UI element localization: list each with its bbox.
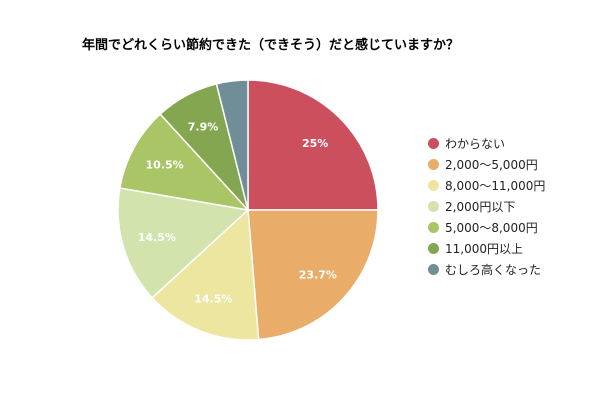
pie-slice-label-4: 14.5% [138, 231, 176, 244]
legend-label: 5,000〜8,000円 [445, 221, 538, 235]
pie-slices [117, 79, 379, 341]
legend-item-5: 5,000〜8,000円 [428, 217, 545, 238]
pie-slice-label-1: 25% [302, 137, 328, 150]
legend-label: 2,000円以下 [445, 200, 516, 214]
legend-item-1: わからない [428, 133, 545, 154]
pie-slice-5 [118, 113, 251, 212]
legend-swatch [428, 138, 439, 149]
legend-swatch [428, 180, 439, 191]
legend-label: むしろ高くなった [445, 263, 542, 277]
pie-slice-3 [151, 208, 260, 341]
legend-label: 2,000〜5,000円 [445, 158, 538, 172]
legend: わからない 2,000〜5,000円 8,000〜11,000円 2,000円以下 5,… [428, 133, 545, 280]
pie-slice-4 [117, 187, 250, 299]
legend-label: わからない [445, 137, 506, 151]
legend-item-3: 8,000〜11,000円 [428, 175, 545, 196]
pie-slice-1 [247, 79, 379, 211]
legend-swatch [428, 201, 439, 212]
pie-slice-label-3: 14.5% [194, 292, 232, 305]
chart-title: 年間でどれくらい節約できた（できそう）だと感じていますか？ [82, 38, 460, 53]
pie-slice-7 [215, 79, 249, 211]
legend-label: 8,000〜11,000円 [445, 179, 546, 193]
pie-slice-label-2: 23.7% [299, 268, 337, 281]
legend-item-2: 2,000〜5,000円 [428, 154, 545, 175]
pie-slice-label-6: 7.9% [188, 120, 219, 133]
legend-swatch [428, 222, 439, 233]
legend-swatch [428, 243, 439, 254]
legend-item-7: むしろ高くなった [428, 259, 545, 280]
legend-item-6: 11,000円以上 [428, 238, 545, 259]
legend-item-4: 2,000円以下 [428, 196, 545, 217]
pie-slice-label-5: 10.5% [146, 158, 184, 171]
pie-slice-2 [247, 209, 379, 341]
pie-labels: 25% 23.7% 14.5% 14.5% 10.5% 7.9% [138, 120, 337, 305]
legend-swatch [428, 159, 439, 170]
legend-label: 11,000円以上 [445, 242, 523, 256]
legend-swatch [428, 264, 439, 275]
